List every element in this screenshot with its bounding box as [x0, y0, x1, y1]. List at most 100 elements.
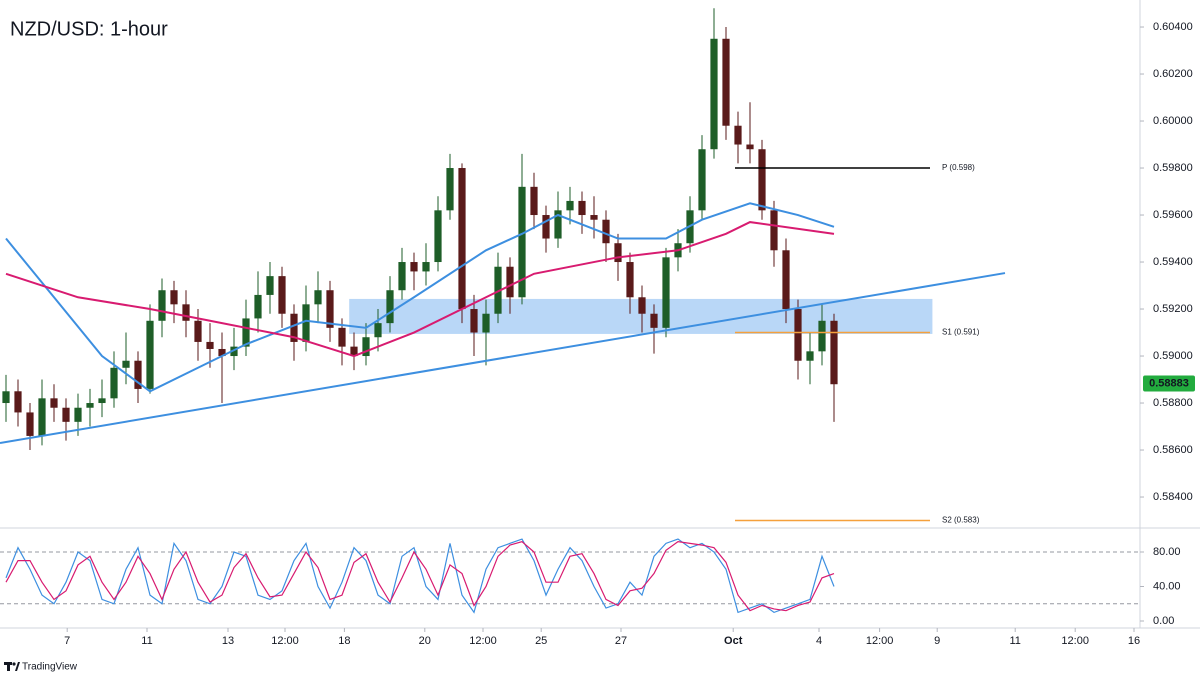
x-tick-label: 25: [535, 635, 547, 647]
candle-body: [182, 304, 190, 321]
plot: 0.58400 0.58600 0.58800 0.59000 0.59200 0.594…: [0, 8, 1195, 647]
candle-body: [302, 304, 310, 342]
candle-body: [794, 309, 802, 361]
candle-body: [722, 38, 730, 126]
candle-body: [98, 398, 106, 404]
candle-body: [62, 407, 70, 422]
candle-body: [2, 391, 10, 404]
footer-text: TradingView: [22, 662, 78, 673]
x-tick-label: 18: [338, 635, 350, 647]
y-tick-label: 0.00: [1153, 615, 1174, 627]
series-line: [5, 538, 835, 614]
candle-body: [818, 320, 826, 352]
series-line: [5, 221, 835, 358]
candle-body: [362, 337, 370, 357]
candle-body: [650, 313, 658, 328]
candle-body: [170, 290, 178, 305]
y-tick-label: 0.60400: [1153, 21, 1193, 33]
candle-body: [242, 318, 250, 347]
x-tick-label: 11: [1009, 635, 1020, 647]
candle-body: [206, 341, 214, 349]
x-tick-label: 12:00: [271, 635, 299, 647]
candle-body: [698, 149, 706, 211]
candle-body: [386, 290, 394, 324]
x-tick-label: 20: [419, 635, 431, 647]
candle-body: [434, 210, 442, 263]
candle-body: [470, 309, 478, 333]
x-tick-label: 13: [222, 635, 234, 647]
logo-mark: [12, 662, 16, 666]
candle-body: [338, 327, 346, 347]
candle-body: [314, 290, 322, 305]
x-tick-label: 12:00: [469, 635, 497, 647]
candle-body: [410, 262, 418, 272]
x-tick-label: 12:00: [866, 635, 894, 647]
candle-body: [14, 391, 22, 413]
logo-mark: [15, 662, 20, 671]
candle-body: [326, 290, 334, 328]
candle-body: [26, 412, 34, 436]
candle-body: [710, 38, 718, 150]
y-tick-label: 0.58600: [1153, 444, 1193, 456]
candle-body: [194, 320, 202, 342]
x-tick-label: 12:00: [1061, 635, 1089, 647]
candle-body: [458, 168, 466, 310]
candle-body: [110, 367, 118, 399]
trendline: [0, 272, 1006, 444]
y-tick-label: 0.60200: [1153, 68, 1193, 80]
level-label: P (0.598): [942, 163, 975, 172]
candle-body: [446, 168, 454, 211]
y-tick-label: 40.00: [1153, 580, 1181, 592]
candle-body: [74, 407, 82, 422]
candle-body: [758, 149, 766, 211]
candle-body: [830, 320, 838, 385]
candle-body: [626, 262, 634, 298]
candle-body: [770, 210, 778, 251]
x-tick-label: 16: [1128, 635, 1140, 647]
candle-body: [38, 398, 46, 436]
candle-body: [782, 250, 790, 310]
candle-body: [350, 346, 358, 357]
candle-body: [638, 297, 646, 314]
candle-body: [494, 266, 502, 314]
y-tick-label: 0.59600: [1153, 209, 1193, 221]
y-tick-label: 0.60000: [1153, 115, 1193, 127]
chart-title: NZD/USD: 1-hour: [10, 18, 168, 40]
level-label: S2 (0.583): [942, 516, 980, 525]
x-tick-label: 4: [816, 635, 822, 647]
candle-body: [290, 313, 298, 342]
y-tick-label: 80.00: [1153, 546, 1181, 558]
y-tick-label: 0.58400: [1153, 491, 1193, 503]
x-tick-label: Oct: [724, 635, 743, 647]
x-tick-label: 9: [934, 635, 940, 647]
candle-body: [122, 360, 130, 368]
candle-body: [398, 262, 406, 291]
y-tick-label: 0.58800: [1153, 397, 1193, 409]
candle-body: [86, 403, 94, 408]
candle-body: [266, 276, 274, 295]
y-tick-label: 0.59800: [1153, 162, 1193, 174]
candle-body: [230, 346, 238, 357]
candle-body: [734, 125, 742, 145]
candle-body: [506, 266, 514, 298]
candle-body: [518, 186, 526, 298]
x-tick-label: 27: [615, 635, 627, 647]
candle-body: [422, 262, 430, 272]
candle-body: [482, 313, 490, 333]
x-tick-label: 11: [141, 635, 152, 647]
last-price-label: 0.58883: [1149, 377, 1189, 389]
candle-body: [578, 200, 586, 216]
candle-body: [590, 215, 598, 220]
candle-body: [530, 186, 538, 216]
candle-body: [254, 294, 262, 319]
candle-body: [278, 276, 286, 314]
candle-body: [146, 320, 154, 389]
candle-body: [602, 219, 610, 244]
level-label: S1 (0.591): [942, 328, 980, 337]
candle-body: [566, 200, 574, 211]
series-line: [5, 540, 835, 612]
candle-body: [554, 210, 562, 239]
candle-body: [50, 398, 58, 408]
